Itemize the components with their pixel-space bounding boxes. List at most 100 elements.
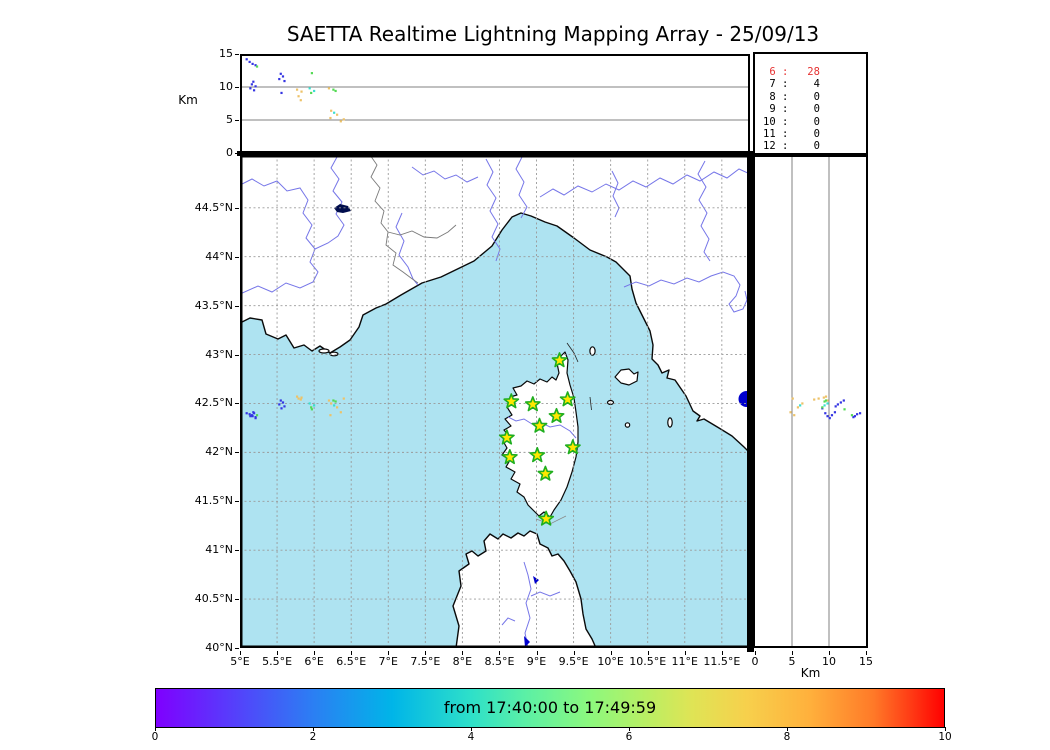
altitude-tick-label-bottom: 0 xyxy=(751,655,759,668)
hour-count-row: 9 : 0 xyxy=(763,103,820,116)
source-point xyxy=(255,414,259,417)
source-point xyxy=(342,118,345,121)
station-star xyxy=(498,429,515,445)
longitude-tick-label: 5°E xyxy=(230,655,250,668)
altitude-tick-label-bottom: 5 xyxy=(788,655,796,668)
station-star xyxy=(538,510,555,526)
colorbar-tick-mark xyxy=(155,727,156,731)
altitude-longitude-panel xyxy=(240,54,750,153)
source-point xyxy=(300,396,303,399)
longitude-tick-mark xyxy=(499,651,501,655)
colorbar-tick-mark xyxy=(629,727,630,731)
longitude-tick-mark xyxy=(240,651,241,655)
time-range-label: from 17:40:00 to 17:49:59 xyxy=(443,698,657,717)
source-point xyxy=(799,404,802,407)
river-sardinia-2 xyxy=(530,591,561,597)
longitude-tick-mark xyxy=(462,651,464,655)
map-geography xyxy=(240,155,750,648)
hour-count-row: 10 : 0 xyxy=(763,115,820,128)
source-point xyxy=(789,411,792,414)
altitude-tick-mark-left xyxy=(235,120,239,121)
giglio-island xyxy=(667,417,673,428)
colorbar-tick-label: 10 xyxy=(938,731,952,743)
latitude-tick-mark xyxy=(235,403,239,405)
latitude-tick-label: 44.5°N xyxy=(194,200,233,214)
source-point xyxy=(793,414,796,417)
source-point xyxy=(327,87,331,90)
hyeres-island-east xyxy=(329,351,339,357)
latitude-tick-mark xyxy=(235,354,239,356)
longitude-tick-label: 6°E xyxy=(304,655,324,668)
source-point xyxy=(300,90,303,93)
latitude-tick-label: 44°N xyxy=(205,249,233,263)
elba-island xyxy=(614,368,639,386)
latitude-tick-mark xyxy=(235,501,239,503)
longitude-tick-label: 8.5°E xyxy=(484,655,515,668)
river-liguria xyxy=(611,170,620,218)
altitude-tick-mark-bottom xyxy=(792,651,793,655)
source-point xyxy=(251,62,254,65)
source-point xyxy=(278,77,281,81)
latitude-tick-mark xyxy=(235,256,239,258)
longitude-tick-label: 9°E xyxy=(526,655,547,668)
source-point xyxy=(336,406,339,409)
colorbar-tick-label: 4 xyxy=(467,731,475,743)
longitude-tick-label: 6.5°E xyxy=(336,655,367,668)
source-point xyxy=(329,116,332,120)
source-point xyxy=(245,58,248,61)
montecristo-island xyxy=(624,422,631,428)
station-star xyxy=(564,439,581,455)
alt-lon-frame xyxy=(240,54,750,153)
longitude-tick-label: 8°E xyxy=(452,655,473,668)
river-durance xyxy=(240,178,319,295)
latitude-tick-label: 40°N xyxy=(205,641,233,654)
latitude-tick-label: 42.5°N xyxy=(194,396,233,410)
figure-title: SAETTA Realtime Lightning Mapping Array … xyxy=(286,22,820,46)
source-point xyxy=(826,402,829,405)
hour-count-row: 6 : 28 xyxy=(763,66,820,78)
source-point xyxy=(330,402,333,405)
altitude-tick-label-left: 0 xyxy=(226,146,233,159)
station-star xyxy=(551,352,568,368)
source-point xyxy=(843,408,846,411)
altitude-tick-mark-bottom xyxy=(829,651,830,655)
longitude-tick-label: 7.5°E xyxy=(410,655,441,668)
colorbar-tick-mark xyxy=(787,727,788,731)
station-star xyxy=(559,391,576,407)
colorbar-tick-mark xyxy=(313,727,314,731)
altitude-tick-mark-left xyxy=(235,153,239,154)
source-point xyxy=(336,113,339,116)
alt-lon-points xyxy=(245,58,345,123)
source-point xyxy=(342,397,345,400)
river-po xyxy=(539,168,750,198)
altitude-tick-mark-bottom xyxy=(755,651,756,655)
source-point xyxy=(283,405,286,408)
source-point xyxy=(858,412,862,415)
source-point xyxy=(836,403,839,406)
source-point xyxy=(278,403,281,406)
alt-lat-points xyxy=(789,395,862,420)
source-point xyxy=(252,89,256,92)
source-point xyxy=(279,399,282,402)
longitude-tick-label: 11°E xyxy=(671,655,698,668)
source-point xyxy=(333,111,336,114)
river-po-tributary-1 xyxy=(485,158,501,262)
source-point xyxy=(310,91,313,95)
altitude-tick-label-left: 5 xyxy=(226,113,233,126)
source-point xyxy=(332,88,335,91)
hyeres-island-west xyxy=(318,348,330,354)
altitude-axis-label-right: Km xyxy=(800,666,821,680)
hour-count-row: 8 : 0 xyxy=(763,90,820,103)
source-point xyxy=(299,99,302,102)
source-point xyxy=(248,60,251,64)
longitude-tick-mark xyxy=(647,651,649,655)
source-point xyxy=(249,415,252,418)
longitude-tick-label: 5.5°E xyxy=(262,655,293,668)
source-point xyxy=(817,397,820,400)
colorbar-tick-mark xyxy=(945,727,946,731)
river-piedmont xyxy=(411,166,479,183)
longitude-tick-label: 11.5°E xyxy=(703,655,741,668)
river-trebbia xyxy=(697,160,711,262)
source-point xyxy=(327,399,331,402)
